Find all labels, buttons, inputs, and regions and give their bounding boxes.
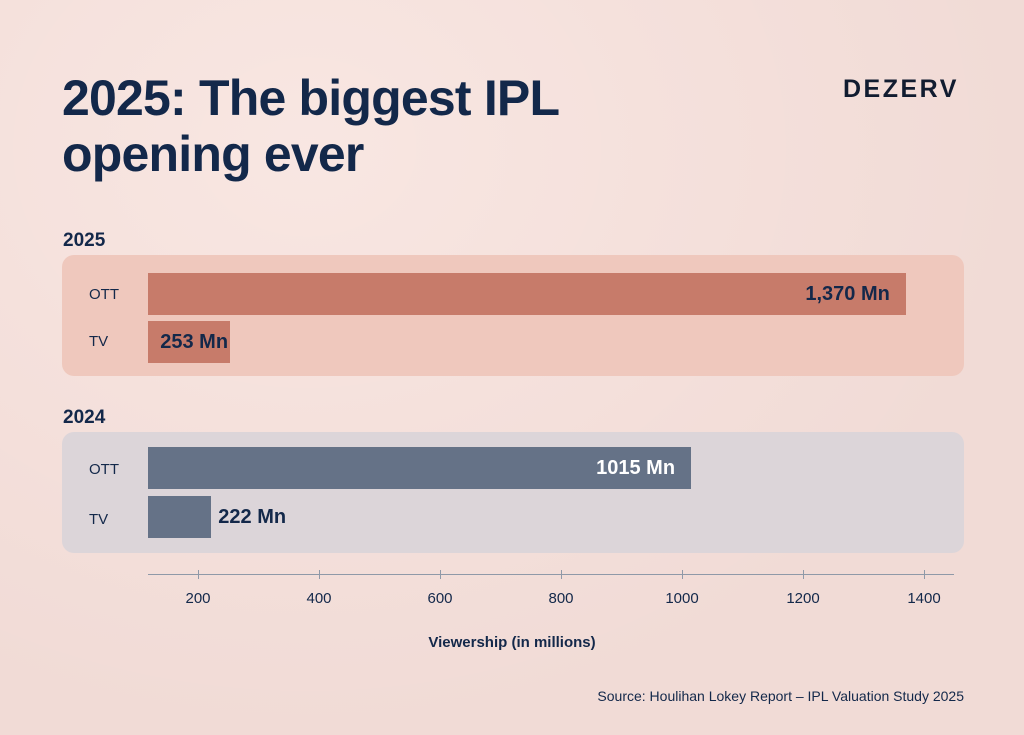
x-tick-label-400: 400 bbox=[306, 590, 332, 607]
x-axis-label: Viewership (in millions) bbox=[428, 634, 596, 651]
x-tick-800 bbox=[561, 570, 562, 579]
title-line-2: opening ever bbox=[62, 126, 364, 182]
x-tick-label-200: 200 bbox=[185, 590, 211, 607]
x-axis-line bbox=[148, 574, 954, 575]
bar-2024-tv bbox=[148, 496, 212, 538]
bar-2024-ott bbox=[148, 447, 692, 489]
x-tick-1200 bbox=[803, 570, 804, 579]
value-label-2025-tv: 253 Mn bbox=[160, 331, 229, 353]
x-tick-200 bbox=[198, 570, 199, 579]
category-label-2024-ott: OTT bbox=[89, 461, 119, 478]
page-title: 2025: The biggest IPL opening ever bbox=[62, 70, 682, 182]
x-tick-600 bbox=[440, 570, 441, 579]
x-tick-label-1000: 1000 bbox=[665, 590, 699, 607]
category-label-2025-tv: TV bbox=[89, 333, 109, 350]
category-label-2025-ott: OTT bbox=[89, 286, 119, 303]
bar-2025-tv bbox=[148, 321, 231, 363]
x-tick-1400 bbox=[924, 570, 925, 579]
x-tick-1000 bbox=[682, 570, 683, 579]
value-label-2025-ott: 1,370 Mn bbox=[805, 283, 890, 305]
title-line-1: 2025: The biggest IPL bbox=[62, 70, 560, 126]
value-label-2024-ott: 1015 Mn bbox=[596, 457, 676, 479]
x-tick-label-1200: 1200 bbox=[786, 590, 820, 607]
group-label-2025: 2025 bbox=[63, 230, 106, 251]
bar-2025-ott bbox=[148, 273, 906, 315]
category-label-2024-tv: TV bbox=[89, 511, 109, 528]
value-label-2024-tv: 222 Mn bbox=[218, 506, 287, 528]
x-tick-label-600: 600 bbox=[427, 590, 453, 607]
x-tick-label-800: 800 bbox=[548, 590, 574, 607]
x-tick-label-1400: 1400 bbox=[907, 590, 941, 607]
brand-logo: DEZERV bbox=[843, 75, 959, 103]
x-tick-400 bbox=[319, 570, 320, 579]
source-note: Source: Houlihan Lokey Report – IPL Valu… bbox=[597, 688, 964, 704]
group-label-2024: 2024 bbox=[63, 407, 106, 428]
